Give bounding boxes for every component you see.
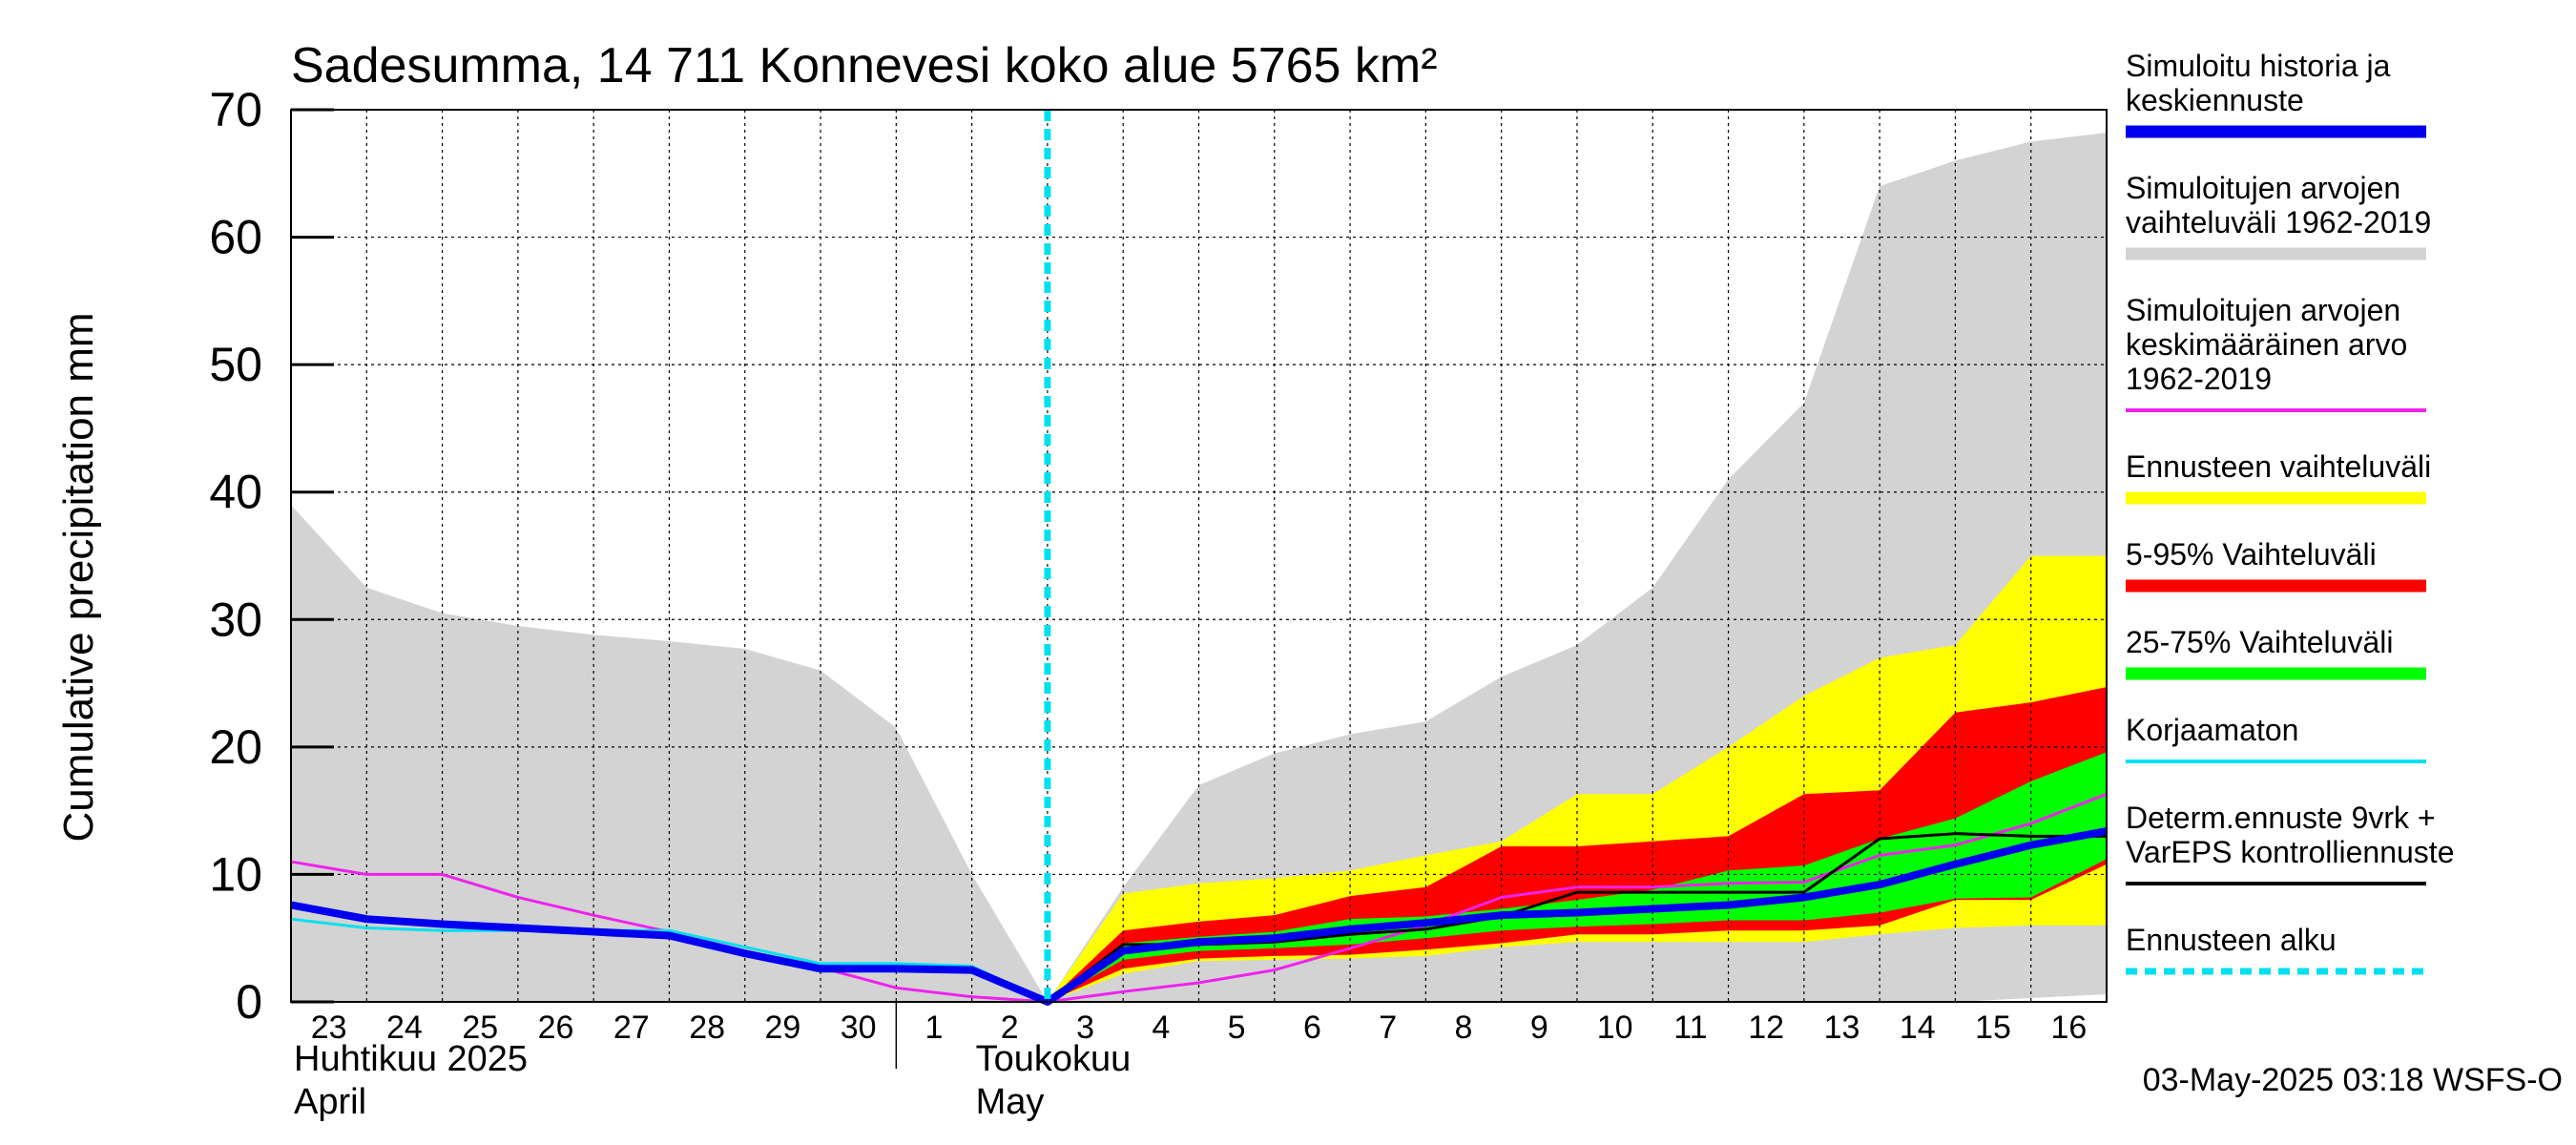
x-tick-label: 9 xyxy=(1530,1010,1548,1046)
x-tick-label: 10 xyxy=(1597,1010,1633,1046)
x-tick-label: 16 xyxy=(2050,1010,2087,1046)
x-tick-label: 27 xyxy=(613,1010,650,1046)
x-tick-label: 8 xyxy=(1455,1010,1473,1046)
series-line-1 xyxy=(290,917,1049,1004)
timestamp-footer: 03-May-2025 03:18 WSFS-O xyxy=(2143,1062,2563,1098)
x-tick-label: 1 xyxy=(925,1010,944,1046)
x-tick-label: 15 xyxy=(1975,1010,2011,1046)
chart-title: Sadesumma, 14 711 Konnevesi koko alue 57… xyxy=(291,38,1438,94)
x-tick-label: 12 xyxy=(1748,1010,1784,1046)
x-tick-label: 7 xyxy=(1379,1010,1397,1046)
x-tick-label: 5 xyxy=(1228,1010,1246,1046)
month-label-en: May xyxy=(976,1082,1045,1122)
legend-label: VarEPS kontrolliennuste xyxy=(2126,835,2454,869)
y-tick-label: 40 xyxy=(209,466,262,519)
legend-label: 25-75% Vaihteluväli xyxy=(2126,625,2393,659)
y-tick-label: 70 xyxy=(209,83,262,136)
legend-label: Korjaamaton xyxy=(2126,713,2298,747)
legend-label: keskiennuste xyxy=(2126,83,2304,117)
x-tick-label: 13 xyxy=(1824,1010,1860,1046)
legend-label: Simuloitujen arvojen xyxy=(2126,293,2400,327)
series-line-3 xyxy=(290,827,2108,1006)
x-tick-label: 3 xyxy=(1076,1010,1094,1046)
month-label: Toukokuu xyxy=(976,1039,1132,1079)
x-tick-label: 24 xyxy=(386,1010,423,1046)
legend-label: Simuloitujen arvojen xyxy=(2126,171,2400,205)
legend-label: keskimääräinen arvo xyxy=(2126,327,2407,362)
legend-label: 5-95% Vaihteluväli xyxy=(2126,537,2377,572)
month-label-en: April xyxy=(294,1082,366,1122)
y-axis-label: Cumulative precipitation mm xyxy=(55,312,102,842)
legend-label: 1962-2019 xyxy=(2126,362,2272,396)
y-tick-label: 60 xyxy=(209,211,262,264)
x-tick-label: 14 xyxy=(1900,1010,1936,1046)
plot-frame xyxy=(290,109,2108,1003)
y-tick-label: 30 xyxy=(209,593,262,646)
x-tick-label: 25 xyxy=(462,1010,498,1046)
x-tick-label: 26 xyxy=(538,1010,574,1046)
legend-label: Ennusteen alku xyxy=(2126,923,2337,957)
y-tick-label: 20 xyxy=(209,720,262,774)
series-line-0 xyxy=(290,792,2108,1004)
x-tick-label: 28 xyxy=(689,1010,725,1046)
y-tick-label: 50 xyxy=(209,338,262,391)
legend-label: Simuloitu historia ja xyxy=(2126,49,2391,83)
x-tick-label: 29 xyxy=(764,1010,800,1046)
x-tick-label: 11 xyxy=(1673,1010,1707,1046)
legend-label: vaihteluväli 1962-2019 xyxy=(2126,205,2431,239)
legend-label: Determ.ennuste 9vrk + xyxy=(2126,801,2436,835)
y-tick-label: 0 xyxy=(236,975,262,1029)
month-label: Huhtikuu 2025 xyxy=(294,1039,528,1079)
x-tick-label: 6 xyxy=(1303,1010,1321,1046)
x-tick-label: 2 xyxy=(1001,1010,1019,1046)
legend-label: Ennusteen vaihteluväli xyxy=(2126,449,2431,484)
x-tick-label: 30 xyxy=(841,1010,877,1046)
x-tick-label: 23 xyxy=(311,1010,347,1046)
y-tick-label: 10 xyxy=(209,847,262,901)
band-2 xyxy=(1047,687,2107,1002)
x-tick-label: 4 xyxy=(1152,1010,1170,1046)
